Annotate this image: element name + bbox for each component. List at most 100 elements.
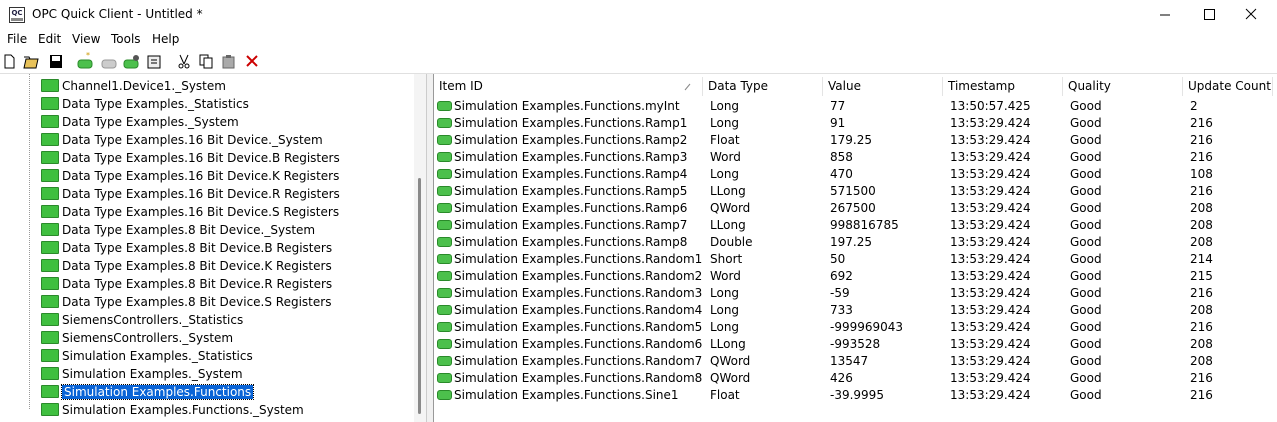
- cell-text: 208: [1190, 235, 1213, 249]
- list-row[interactable]: Simulation Examples.Functions.Ramp1 Long 9…: [434, 115, 1277, 132]
- cell: 13:53:29.424: [943, 268, 1063, 285]
- list-row[interactable]: Simulation Examples.Functions.Random7 QWo…: [434, 353, 1277, 370]
- list-row[interactable]: Simulation Examples.Functions.Random5 Lon…: [434, 319, 1277, 336]
- tree-item[interactable]: Data Type Examples.16 Bit Device.K Regis…: [41, 167, 340, 185]
- cell: Simulation Examples.Functions.Sine1: [434, 387, 703, 404]
- cell: Long: [703, 98, 823, 115]
- splitter[interactable]: [426, 74, 433, 422]
- list-row[interactable]: Simulation Examples.Functions.Ramp7 LLong…: [434, 217, 1277, 234]
- cell: 692: [823, 268, 943, 285]
- cell: 267500: [823, 200, 943, 217]
- menu-item[interactable]: View: [72, 32, 101, 46]
- cell: 216: [1183, 387, 1273, 404]
- tree-item[interactable]: Data Type Examples._Statistics: [41, 95, 340, 113]
- cell-text: 13:53:29.424: [950, 235, 1031, 249]
- cell-text: 998816785: [830, 218, 899, 232]
- list-row[interactable]: Simulation Examples.Functions.Ramp6 QWord…: [434, 200, 1277, 217]
- tree-item[interactable]: Data Type Examples.8 Bit Device.B Regist…: [41, 239, 340, 257]
- column-header[interactable]: Value: [823, 77, 943, 96]
- cell-text: 208: [1190, 218, 1213, 232]
- scroll-thumb[interactable]: [418, 178, 421, 414]
- cell: 208: [1183, 217, 1273, 234]
- folder-icon: [41, 223, 59, 236]
- cell: 197.25: [823, 234, 943, 251]
- tree-label: Data Type Examples._System: [62, 115, 239, 129]
- list-row[interactable]: Simulation Examples.Functions.Ramp3 Word 8…: [434, 149, 1277, 166]
- tree-item[interactable]: Data Type Examples.16 Bit Device.S Regis…: [41, 203, 340, 221]
- cell-text: Good: [1070, 269, 1102, 283]
- window-controls[interactable]: [1150, 0, 1277, 30]
- toolbar: *: [0, 51, 1277, 74]
- tree-item[interactable]: Data Type Examples.8 Bit Device.S Regist…: [41, 293, 340, 311]
- list-row[interactable]: Simulation Examples.Functions.Random8 QWo…: [434, 370, 1277, 387]
- tag-icon: [437, 236, 452, 247]
- cell-text: Simulation Examples.Functions.Random4: [454, 303, 703, 317]
- list-row[interactable]: Simulation Examples.Functions.Random3 Lon…: [434, 285, 1277, 302]
- tree-items: Channel1.Device1._System Data Type Exampl…: [41, 77, 340, 419]
- toolbar-icons[interactable]: *: [0, 51, 270, 73]
- folder-icon: [41, 331, 59, 344]
- menu-bar: [0, 30, 1277, 50]
- cell-text: 197.25: [830, 235, 872, 249]
- cell-text: 216: [1190, 320, 1213, 334]
- cell-text: 470: [830, 167, 853, 181]
- cell: 13:53:29.424: [943, 336, 1063, 353]
- tree-item[interactable]: Data Type Examples.16 Bit Device.R Regis…: [41, 185, 340, 203]
- cell-text: 13:53:29.424: [950, 286, 1031, 300]
- tree-item[interactable]: Data Type Examples.8 Bit Device._System: [41, 221, 340, 239]
- cell-text: Word: [710, 150, 741, 164]
- folder-icon: [41, 277, 59, 290]
- cell: 426: [823, 370, 943, 387]
- column-header[interactable]: Quality: [1063, 77, 1183, 96]
- tree-item[interactable]: Data Type Examples.8 Bit Device.R Regist…: [41, 275, 340, 293]
- list-row[interactable]: Simulation Examples.Functions.Random4 Lon…: [434, 302, 1277, 319]
- list-row[interactable]: Simulation Examples.Functions.Random1 Sho…: [434, 251, 1277, 268]
- tree-item[interactable]: SiemensControllers._System: [41, 329, 340, 347]
- tree-label: Data Type Examples.16 Bit Device._System: [62, 133, 323, 147]
- menu-item[interactable]: File: [7, 32, 28, 46]
- cell-text: Good: [1070, 388, 1102, 402]
- list-row[interactable]: Simulation Examples.Functions.Ramp5 LLong…: [434, 183, 1277, 200]
- tree-item[interactable]: Simulation Examples.Functions: [41, 383, 340, 401]
- cell-text: Simulation Examples.Functions.Ramp2: [454, 133, 688, 147]
- list-row[interactable]: Simulation Examples.Functions.Ramp2 Float…: [434, 132, 1277, 149]
- tree-item[interactable]: Simulation Examples.Functions._System: [41, 401, 340, 419]
- tree-item[interactable]: Data Type Examples.16 Bit Device._System: [41, 131, 340, 149]
- tree-item[interactable]: Simulation Examples._Statistics: [41, 347, 340, 365]
- list-row[interactable]: Simulation Examples.Functions.Ramp4 Long 4…: [434, 166, 1277, 183]
- list-row[interactable]: Simulation Examples.Functions.Random2 Wor…: [434, 268, 1277, 285]
- cell: Float: [703, 387, 823, 404]
- cell-text: QWord: [710, 354, 751, 368]
- cell-text: Long: [710, 286, 740, 300]
- folder-icon: [41, 295, 59, 308]
- list-row[interactable]: Simulation Examples.Functions.Ramp8 Doubl…: [434, 234, 1277, 251]
- column-header[interactable]: Data Type: [703, 77, 823, 96]
- cell: 13:53:29.424: [943, 183, 1063, 200]
- list-row[interactable]: Simulation Examples.Functions.Sine1 Float…: [434, 387, 1277, 404]
- cell: 108: [1183, 166, 1273, 183]
- column-header[interactable]: Item ID: [434, 77, 703, 96]
- column-header[interactable]: Timestamp: [943, 77, 1063, 96]
- menu-item[interactable]: Help: [152, 32, 180, 46]
- list-row[interactable]: Simulation Examples.Functions.myInt Long 7…: [434, 98, 1277, 115]
- cell: Long: [703, 285, 823, 302]
- tree-item[interactable]: Simulation Examples._System: [41, 365, 340, 383]
- tag-icon: [437, 151, 452, 162]
- tree-item[interactable]: Data Type Examples._System: [41, 113, 340, 131]
- tree-lines: [29, 74, 30, 410]
- app-icon: QC: [9, 7, 25, 23]
- list-row[interactable]: Simulation Examples.Functions.Random6 LLo…: [434, 336, 1277, 353]
- cell-text: Good: [1070, 303, 1102, 317]
- tree-item[interactable]: Channel1.Device1._System: [41, 77, 340, 95]
- column-header[interactable]: Update Count: [1183, 77, 1273, 96]
- tree-item[interactable]: Data Type Examples.16 Bit Device.B Regis…: [41, 149, 340, 167]
- tree-item[interactable]: Data Type Examples.8 Bit Device.K Regist…: [41, 257, 340, 275]
- cell-text: 13:53:29.424: [950, 252, 1031, 266]
- tree-item[interactable]: SiemensControllers._Statistics: [41, 311, 340, 329]
- tag-icon: [437, 304, 452, 315]
- cell-text: Good: [1070, 252, 1102, 266]
- menu-item[interactable]: Edit: [38, 32, 62, 46]
- menu-item[interactable]: Tools: [111, 32, 141, 46]
- cell-text: Long: [710, 99, 740, 113]
- cell-text: Good: [1070, 99, 1102, 113]
